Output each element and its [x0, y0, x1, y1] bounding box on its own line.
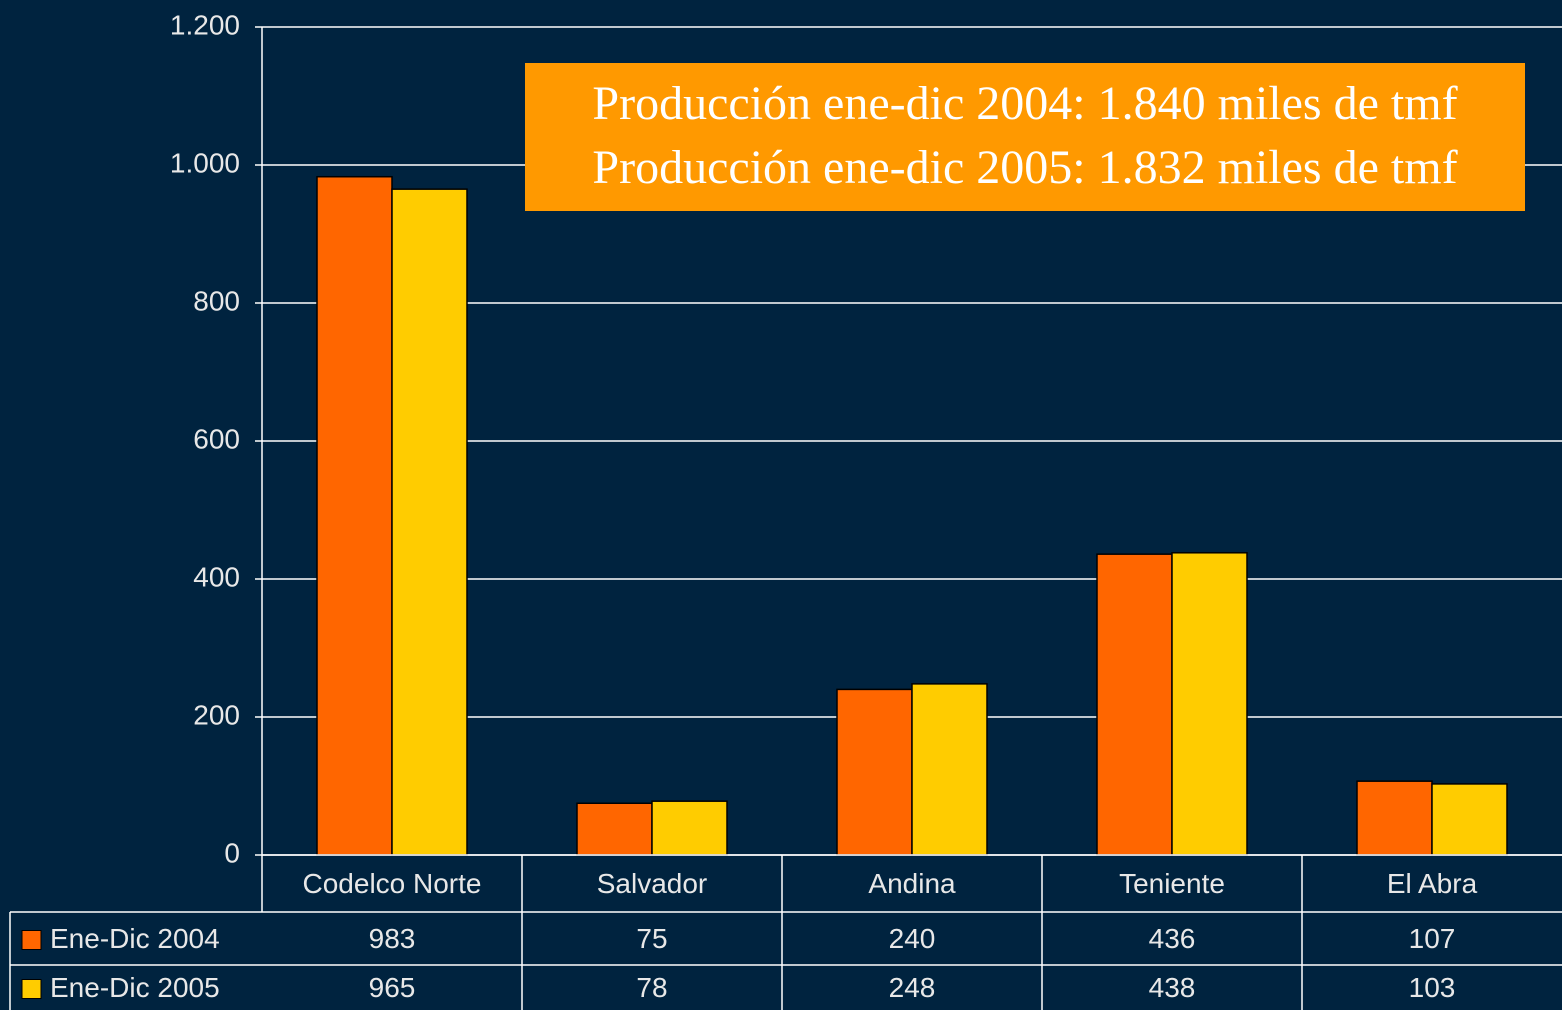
bar	[1171, 552, 1248, 856]
table-value: 248	[889, 972, 936, 1003]
legend-label: Ene-Dic 2004	[50, 923, 220, 954]
table-value: 983	[369, 923, 416, 954]
legend-swatch	[21, 979, 42, 999]
x-tick-label: Salvador	[597, 868, 708, 899]
table-value: 965	[369, 972, 416, 1003]
table-value: 436	[1149, 923, 1196, 954]
bar	[391, 188, 468, 856]
bar	[1356, 780, 1433, 856]
x-tick-label: Andina	[868, 868, 956, 899]
y-tick-label: 1.000	[170, 147, 240, 178]
table-value: 107	[1409, 923, 1456, 954]
annotation-box	[525, 63, 1525, 211]
y-tick-label: 0	[224, 837, 240, 868]
table-value: 75	[636, 923, 667, 954]
table-value: 240	[889, 923, 936, 954]
y-tick-label: 200	[193, 699, 240, 730]
bar	[911, 683, 988, 856]
annotation: Producción ene-dic 2004: 1.840 miles de …	[592, 77, 1457, 130]
table-value: 103	[1409, 972, 1456, 1003]
x-tick-label: Teniente	[1119, 868, 1225, 899]
legend-swatch	[21, 930, 42, 950]
x-tick-label: El Abra	[1387, 868, 1478, 899]
y-tick-label: 800	[193, 285, 240, 316]
bar	[1096, 553, 1173, 856]
bar	[316, 175, 393, 856]
annotation: Producción ene-dic 2005: 1.832 miles de …	[592, 141, 1457, 194]
table-value: 78	[636, 972, 667, 1003]
x-tick-label: Codelco Norte	[303, 868, 482, 899]
y-tick-label: 400	[193, 561, 240, 592]
bar	[576, 802, 653, 856]
bar	[1431, 783, 1508, 856]
y-tick-label: 600	[193, 423, 240, 454]
y-tick-label: 1.200	[170, 9, 240, 40]
legend-label: Ene-Dic 2005	[50, 972, 220, 1003]
bar	[651, 800, 728, 856]
bar	[836, 688, 913, 856]
table-value: 438	[1149, 972, 1196, 1003]
